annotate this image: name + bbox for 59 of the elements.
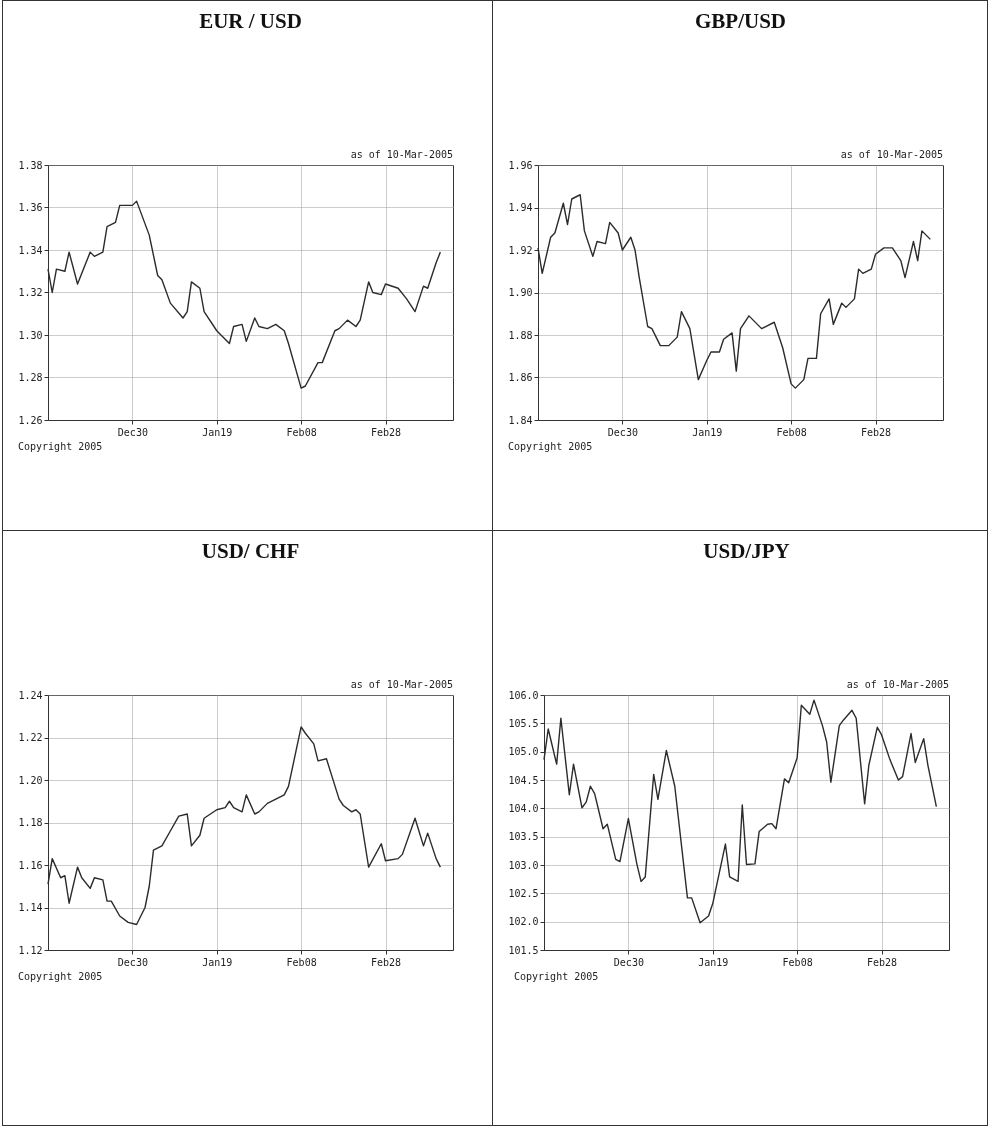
y-tick-label: 1.28 [18, 372, 43, 383]
y-tick-label: 1.26 [18, 414, 43, 426]
y-tick-label: 1.88 [508, 329, 533, 341]
text: as of 10-Mar-2005 [350, 149, 453, 160]
chart-title: USD/ CHF [201, 539, 300, 563]
text: as of 10-Mar-2005 [846, 679, 949, 690]
x-tick-label: Dec30 [613, 956, 644, 968]
y-tick-label: 1.12 [18, 944, 43, 956]
y-tick-label: 1.38 [18, 159, 43, 171]
y-tick-label: 1.16 [18, 859, 43, 871]
y-tick-label: 102.5 [508, 887, 539, 899]
x-tick-label: Feb28 [866, 956, 898, 968]
y-tick-label: 1.84 [508, 414, 533, 426]
y-tick-label: 1.24 [18, 689, 43, 701]
chart-title: USD/JPY [703, 539, 790, 563]
x-tick-label: Dec30 [117, 956, 148, 968]
y-tick-label: 1.14 [18, 902, 43, 913]
x-tick-label: Feb08 [286, 956, 317, 968]
y-tick-label: 1.22 [18, 732, 43, 743]
chart-title: GBP/USD [694, 9, 787, 33]
y-tick-label: 105.0 [508, 746, 539, 758]
text: Copyright 2005 [514, 971, 599, 982]
x-tick-label: Dec30 [607, 426, 638, 438]
x-tick-label: Feb28 [370, 956, 402, 968]
y-tick-label: 1.92 [508, 244, 533, 256]
y-tick-label: 1.18 [18, 817, 43, 828]
y-tick-label: 1.20 [18, 774, 43, 786]
chart-title: EUR / USD [199, 9, 302, 33]
x-tick-label: Dec30 [117, 426, 148, 438]
y-tick-label: 1.34 [18, 244, 43, 256]
y-tick-label: 1.90 [508, 287, 533, 298]
text: as of 10-Mar-2005 [350, 679, 453, 690]
y-tick-label: 106.0 [508, 689, 539, 701]
y-tick-label: 1.30 [18, 329, 43, 341]
y-tick-label: 1.96 [508, 159, 533, 171]
x-tick-label: Jan19 [202, 956, 233, 968]
text: Copyright 2005 [18, 971, 103, 982]
text: Copyright 2005 [508, 441, 593, 452]
y-tick-label: 105.5 [508, 717, 539, 729]
x-tick-label: Jan19 [692, 426, 723, 438]
x-tick-label: Feb08 [782, 956, 813, 968]
y-tick-label: 104.0 [508, 802, 539, 814]
x-tick-label: Feb08 [776, 426, 807, 438]
y-tick-label: 103.5 [508, 831, 539, 843]
text: as of 10-Mar-2005 [840, 149, 943, 160]
x-tick-label: Jan19 [698, 956, 729, 968]
y-tick-label: 101.5 [508, 944, 539, 956]
x-tick-label: Feb28 [370, 426, 402, 438]
text: Copyright 2005 [18, 441, 103, 452]
y-tick-label: 1.32 [18, 287, 43, 298]
x-tick-label: Jan19 [202, 426, 233, 438]
y-tick-label: 102.0 [508, 916, 539, 928]
y-tick-label: 1.36 [18, 202, 43, 213]
x-tick-label: Feb28 [860, 426, 892, 438]
y-tick-label: 103.0 [508, 859, 539, 871]
y-tick-label: 1.94 [508, 202, 533, 213]
y-tick-label: 1.86 [508, 372, 533, 383]
y-tick-label: 104.5 [508, 774, 539, 786]
x-tick-label: Feb08 [286, 426, 317, 438]
